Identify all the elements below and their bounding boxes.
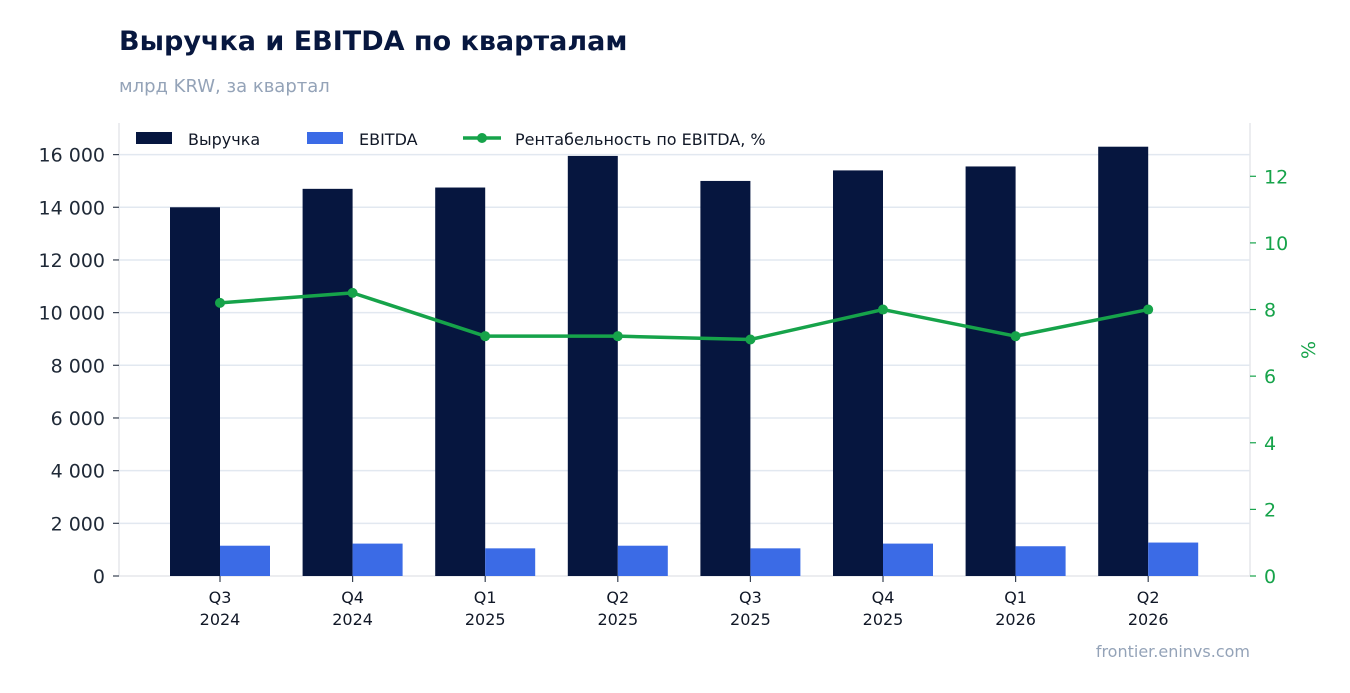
left-tick-label: 6 000 <box>51 408 105 430</box>
bar-ebitda <box>1148 542 1199 576</box>
x-tick-label-quarter: Q1 <box>1004 588 1027 607</box>
bar-revenue <box>170 207 220 577</box>
margin-point <box>1143 304 1154 315</box>
x-tick-label-year: 2024 <box>332 610 373 629</box>
margin-point <box>878 304 888 315</box>
margin-point <box>347 287 358 298</box>
bar-ebitda <box>485 548 536 576</box>
source-credit: frontier.eninvs.com <box>1095 642 1250 661</box>
x-tick-label-year: 2025 <box>465 610 506 629</box>
legend-swatch <box>136 132 172 144</box>
left-tick-label: 10 000 <box>39 303 105 325</box>
left-tick-label: 14 000 <box>39 197 105 219</box>
left-tick-label: 16 000 <box>39 145 105 167</box>
bar-revenue <box>567 155 618 576</box>
bar-revenue <box>700 180 751 576</box>
bar-ebitda <box>750 548 801 576</box>
bar-revenue <box>965 166 1016 576</box>
right-tick-label: 2 <box>1264 499 1276 521</box>
margin-point <box>215 297 225 308</box>
left-tick-label: 2 000 <box>51 513 105 535</box>
legend: Выручка EBITDA Рентабельность по EBITDA, % <box>136 130 766 149</box>
bar-ebitda <box>1015 546 1066 576</box>
right-tick-label: 4 <box>1264 433 1276 455</box>
bar-ebitda <box>883 543 933 576</box>
left-tick-label: 12 000 <box>39 250 105 272</box>
x-tick-label-quarter: Q2 <box>606 588 629 607</box>
x-tick-label-quarter: Q1 <box>474 588 497 607</box>
x-tick-label-year: 2026 <box>995 610 1036 629</box>
x-tick-label-year: 2026 <box>1128 610 1169 629</box>
chart-title: Выручка и EBITDA по кварталам <box>119 26 628 57</box>
right-tick-label: 0 <box>1264 566 1276 588</box>
bar-ebitda <box>352 543 403 576</box>
legend-label: Выручка <box>188 130 260 149</box>
bar-ebitda <box>617 545 668 576</box>
bar-revenue <box>302 188 353 576</box>
x-tick-label-quarter: Q3 <box>209 588 232 607</box>
left-tick-label: 4 000 <box>51 461 105 483</box>
legend-label: Рентабельность по EBITDA, % <box>515 130 766 149</box>
right-tick-label: 10 <box>1264 233 1288 255</box>
x-tick-label-quarter: Q4 <box>872 588 895 607</box>
bar-revenue <box>833 170 883 576</box>
bar-ebitda <box>220 545 270 576</box>
bar-revenue <box>435 187 486 576</box>
x-tick-label-quarter: Q2 <box>1137 588 1160 607</box>
legend-label: EBITDA <box>359 130 418 149</box>
right-tick-label: 6 <box>1264 366 1276 388</box>
legend-swatch <box>307 132 343 144</box>
x-tick-label-year: 2025 <box>730 610 771 629</box>
legend-swatch-marker <box>477 133 487 143</box>
margin-point <box>480 331 491 342</box>
margin-point <box>612 331 623 342</box>
bar-revenue <box>1098 146 1149 576</box>
margin-point <box>1010 331 1021 342</box>
x-tick-label-year: 2025 <box>597 610 638 629</box>
margin-point <box>745 334 756 345</box>
left-tick-label: 0 <box>93 566 105 588</box>
chart-subtitle: млрд KRW, за квартал <box>119 76 330 97</box>
x-tick-label-quarter: Q3 <box>739 588 762 607</box>
right-tick-label: 8 <box>1264 300 1276 322</box>
x-tick-label-year: 2024 <box>200 610 241 629</box>
x-tick-label-year: 2025 <box>863 610 904 629</box>
left-tick-label: 8 000 <box>51 355 105 377</box>
margin-line <box>219 291 1149 342</box>
right-tick-label: 12 <box>1264 166 1288 188</box>
x-tick-label-quarter: Q4 <box>341 588 364 607</box>
right-axis-label: % <box>1298 341 1320 359</box>
